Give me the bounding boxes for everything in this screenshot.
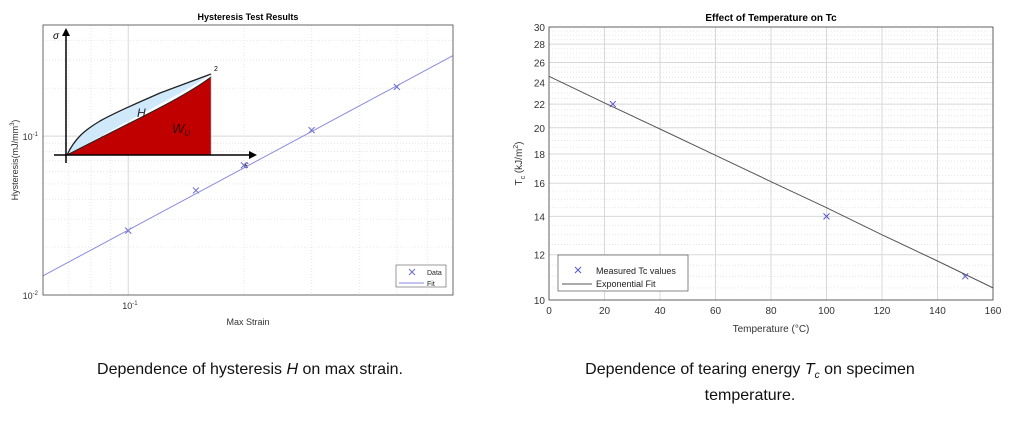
inset-point-label: 2 — [214, 66, 218, 73]
measured-point — [961, 272, 969, 280]
legend-marker-measured — [574, 266, 582, 274]
x-tick-label: 60 — [710, 306, 722, 317]
x-tick-label: 20 — [599, 306, 611, 317]
work-area-WU — [67, 77, 211, 155]
caption-left-em: H — [286, 361, 299, 378]
y-tick-label: 18 — [534, 150, 546, 161]
y-tick-label: 16 — [534, 179, 546, 190]
y-tick-label: 20 — [534, 124, 546, 135]
legend-box-1 — [395, 264, 447, 288]
caption-right-line2: temperature. — [704, 387, 796, 405]
x-tick-label: 80 — [765, 306, 777, 317]
unloading-curve — [66, 76, 212, 156]
hysteresis-area-H — [67, 74, 211, 155]
y-tick-label: 26 — [534, 59, 546, 70]
legend-label-fit: Fit — [427, 281, 435, 288]
caption-right-em-sub: c — [814, 370, 820, 382]
inset-sigma-label: σ — [53, 31, 60, 42]
x-tick-label: 0 — [546, 306, 552, 317]
caption-right: Dependence of tearing energy Tc on speci… — [520, 360, 980, 406]
legend-label-measured: Measured Tc values — [596, 266, 676, 276]
x-axis-label-1: Max Strain — [226, 317, 269, 327]
legend-label-data: Data — [427, 270, 442, 277]
legend-marker-data — [408, 268, 416, 276]
caption-right-em: T — [804, 361, 815, 378]
legend-box-2 — [557, 254, 689, 292]
exponential-fit-line — [548, 75, 994, 289]
caption-right-pre: Dependence of tearing energy — [585, 361, 805, 378]
caption-left: Dependence of hysteresis H on max strain… — [20, 360, 480, 380]
plot-area-1 — [43, 25, 453, 295]
plot-frame-1 — [42, 24, 454, 296]
inset-x-arrow — [249, 151, 257, 159]
measured-point — [823, 213, 830, 220]
x-tick-label: 120 — [874, 306, 891, 317]
y-tick-label: 10 — [534, 296, 546, 307]
y-tick-label: 10-2 — [23, 291, 39, 301]
y-tick-label: 10-1 — [23, 132, 39, 142]
x-axis-label-2: Temperature (°C) — [733, 324, 810, 335]
legend-label-fit: Exponential Fit — [596, 279, 656, 289]
loading-curve — [66, 73, 212, 156]
y-tick-label: 14 — [534, 212, 546, 223]
x-tick-label: 160 — [985, 306, 1002, 317]
chart-title-1: Hysteresis Test Results — [198, 12, 299, 22]
caption-right-post: on specimen — [819, 361, 915, 378]
inset-epsilon-label: ε — [244, 160, 249, 171]
inset-y-arrow — [62, 28, 70, 36]
x-tick-label: 140 — [929, 306, 946, 317]
x-tick-label: 40 — [654, 306, 666, 317]
y-tick-label: 24 — [534, 78, 546, 89]
inset-wu-label: WU — [172, 121, 190, 138]
y-axis-label-1: Hysteresis(mJ/mm3) — [10, 120, 20, 201]
y-tick-label: 22 — [534, 100, 546, 111]
inset-h-label: H — [137, 106, 146, 120]
plot-frame-2 — [548, 26, 994, 301]
fit-line — [42, 55, 454, 277]
caption-left-pre: Dependence of hysteresis — [97, 361, 287, 378]
chart-title-2: Effect of Temperature on Tc — [705, 13, 837, 24]
y-tick-label: 30 — [534, 23, 546, 34]
x-tick-label: 10-1 — [122, 301, 138, 311]
y-tick-label: 28 — [534, 40, 546, 51]
x-tick-label: 100 — [818, 306, 835, 317]
caption-left-post: on max strain. — [298, 361, 403, 378]
y-axis-label-2: Tc (kJ/m2) — [513, 141, 527, 185]
y-tick-label: 12 — [534, 251, 546, 262]
